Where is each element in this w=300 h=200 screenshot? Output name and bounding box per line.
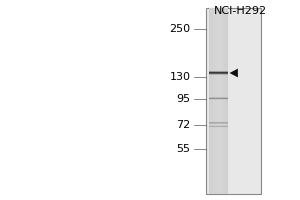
Bar xyxy=(208,122,228,123)
Bar xyxy=(218,8,219,194)
Bar xyxy=(209,8,211,194)
Bar xyxy=(208,72,228,73)
Bar xyxy=(222,8,223,194)
Bar xyxy=(208,97,228,98)
Bar xyxy=(208,125,228,126)
Bar xyxy=(208,8,209,194)
Text: NCI-H292: NCI-H292 xyxy=(213,6,267,16)
Bar xyxy=(224,8,225,194)
Text: 72: 72 xyxy=(176,120,190,130)
Bar xyxy=(213,8,214,194)
Text: 250: 250 xyxy=(169,24,190,34)
Text: 55: 55 xyxy=(176,144,190,154)
Bar xyxy=(208,126,228,127)
Bar xyxy=(221,8,222,194)
Bar xyxy=(208,74,228,75)
Bar xyxy=(208,73,228,74)
Bar xyxy=(206,8,261,194)
Bar xyxy=(227,8,228,194)
Text: 95: 95 xyxy=(176,94,190,104)
Bar xyxy=(215,8,216,194)
Bar xyxy=(214,8,215,194)
Bar xyxy=(220,8,221,194)
Bar xyxy=(219,8,220,194)
Text: 130: 130 xyxy=(169,72,190,82)
Polygon shape xyxy=(230,69,238,77)
Bar xyxy=(208,98,228,99)
Bar xyxy=(208,99,228,100)
Bar xyxy=(208,71,228,72)
Bar xyxy=(208,8,228,194)
Bar xyxy=(216,8,217,194)
Bar xyxy=(208,127,228,128)
Bar xyxy=(226,8,227,194)
Bar xyxy=(208,123,228,124)
Bar xyxy=(223,8,224,194)
Bar xyxy=(211,8,212,194)
Bar xyxy=(212,8,213,194)
Bar xyxy=(217,8,218,194)
Bar xyxy=(225,8,226,194)
